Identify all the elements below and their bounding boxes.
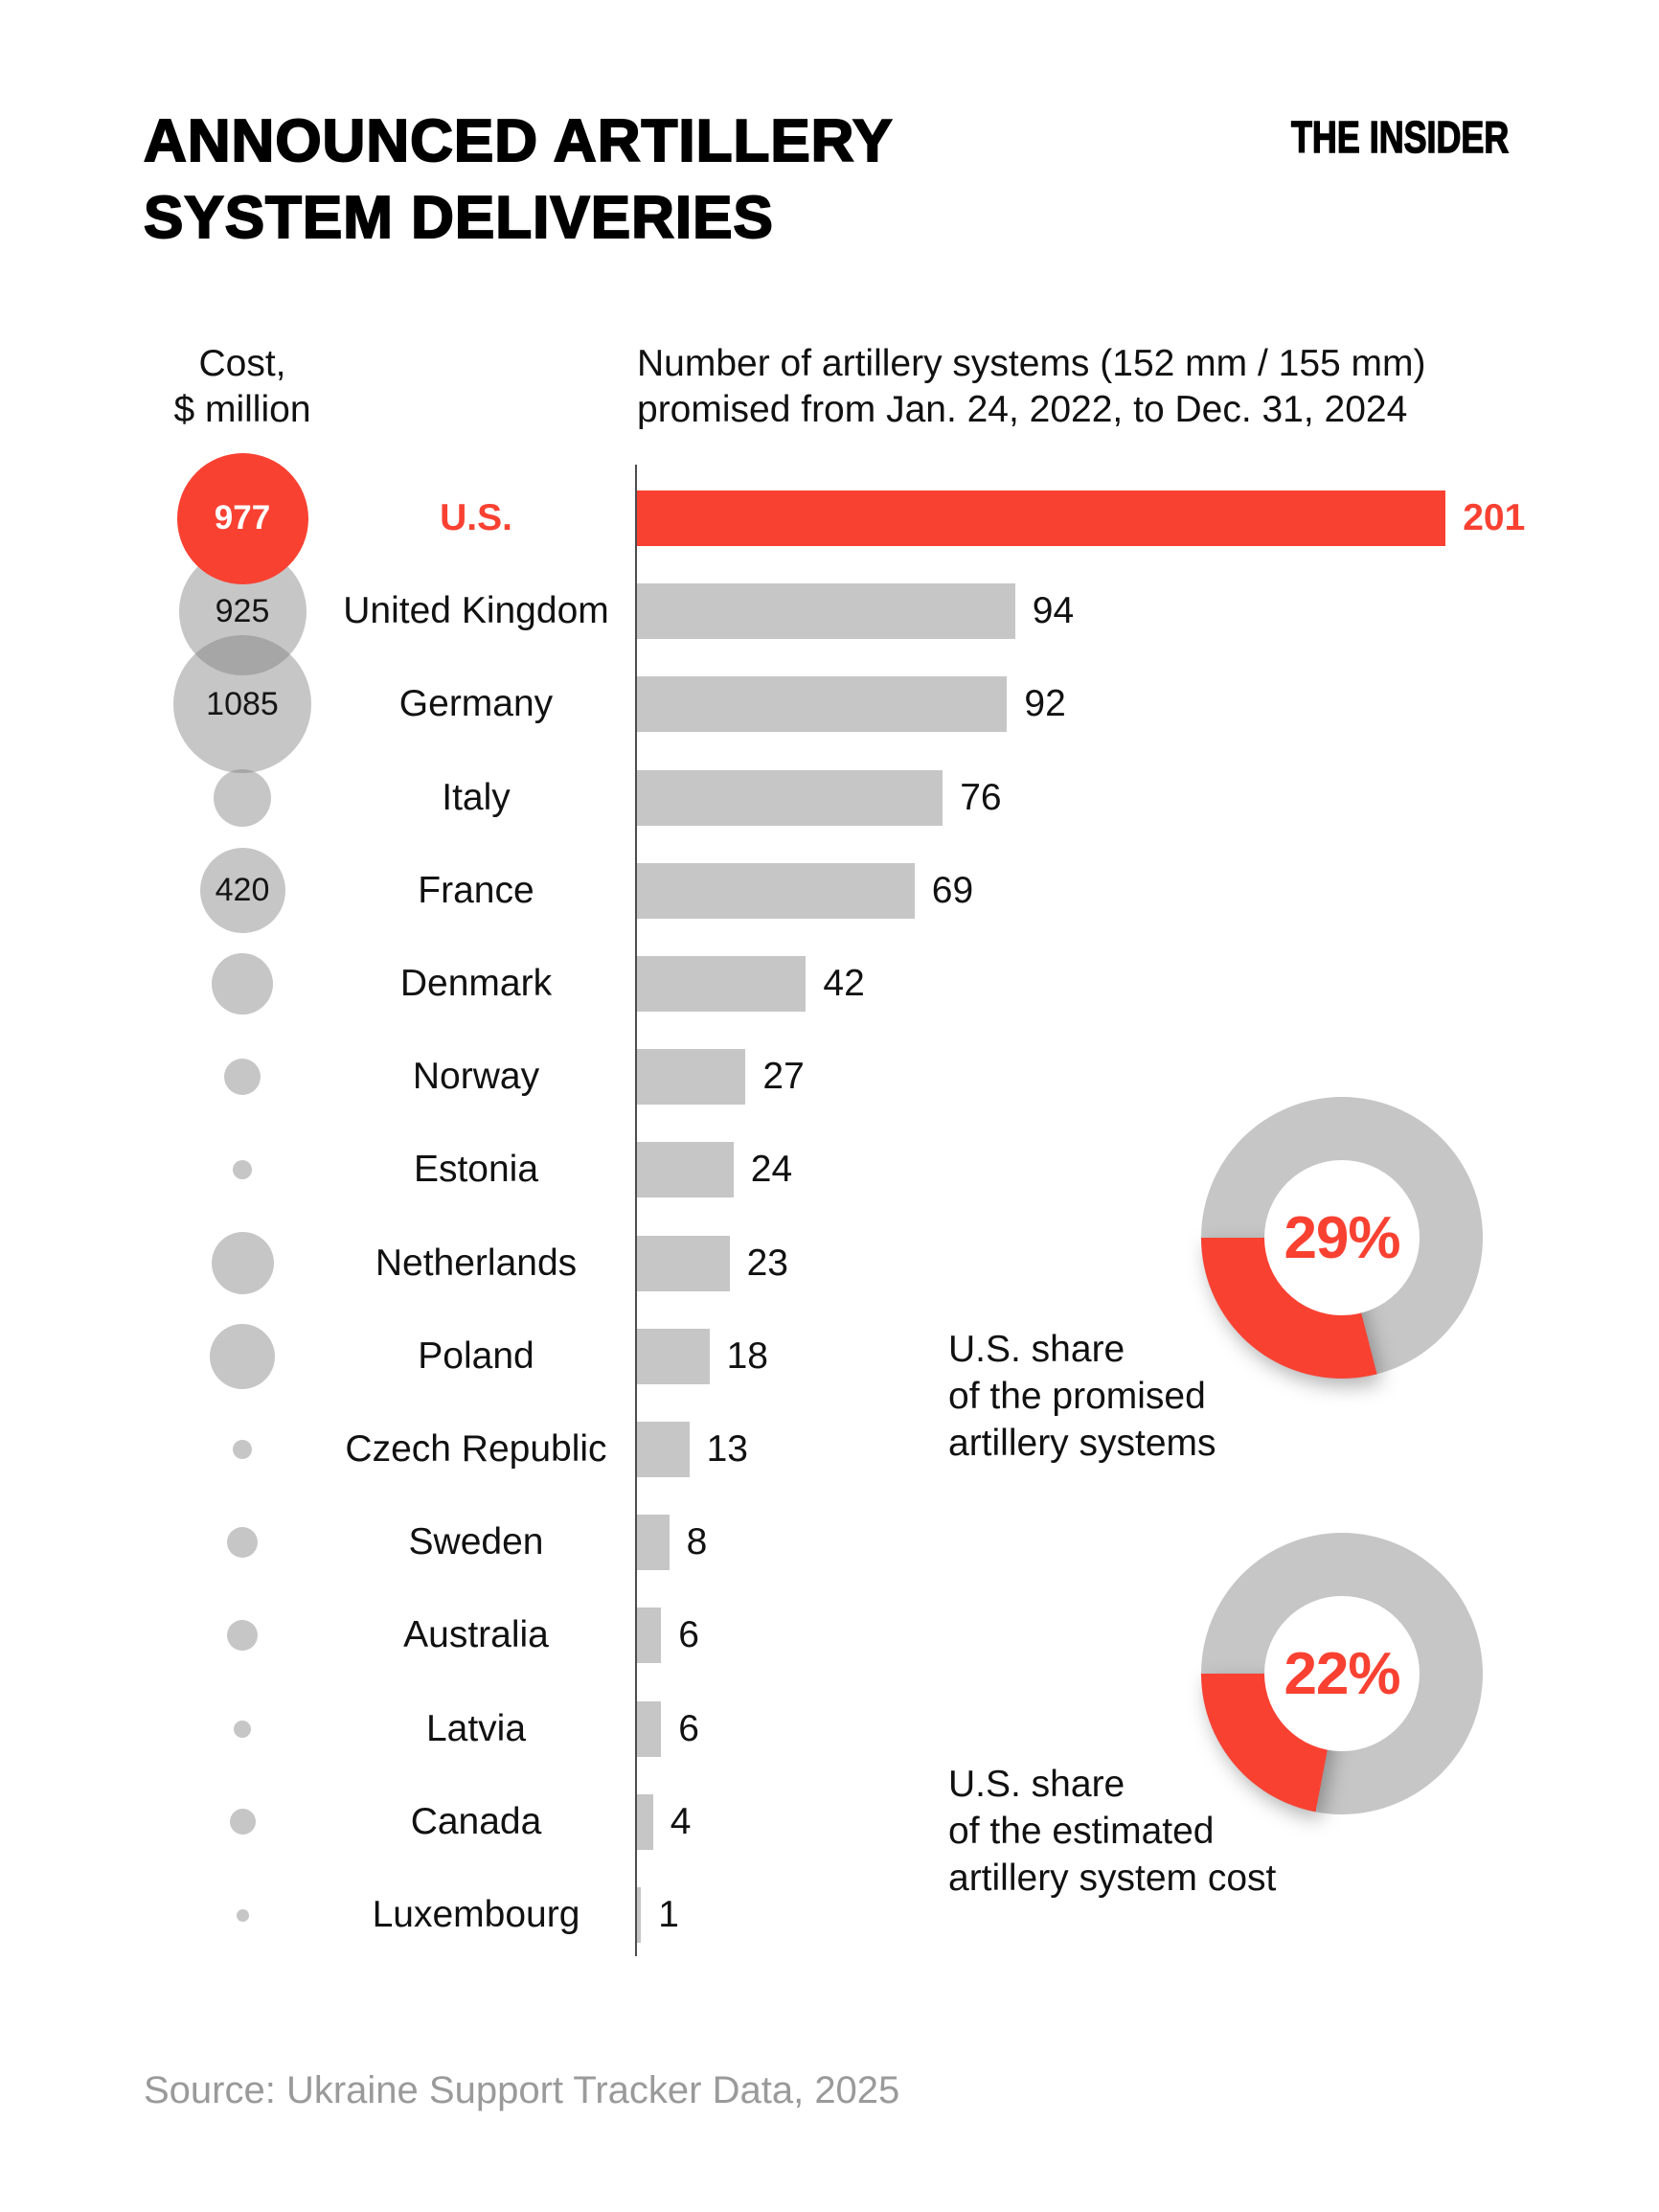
systems-bar (637, 1049, 746, 1106)
page-title: ANNOUNCED ARTILLERY SYSTEM DELIVERIES (143, 103, 894, 257)
systems-value: 6 (678, 1614, 699, 1656)
systems-bar (637, 1700, 662, 1757)
donut-caption-line: U.S. share (948, 1329, 1125, 1370)
cost-bubble (229, 1809, 256, 1836)
donut-caption-promised: U.S. share of the promised artillery sys… (948, 1326, 1351, 1467)
donut-hole: 29% (1264, 1160, 1420, 1315)
country-label: Netherlands (375, 1242, 578, 1284)
country-label: Norway (412, 1056, 540, 1098)
systems-value: 94 (1032, 590, 1075, 632)
bars-column-header-line1: Number of artillery systems (152 mm / 15… (637, 343, 1426, 384)
systems-value: 6 (678, 1707, 699, 1749)
donut-percent-label: 22% (1284, 1640, 1400, 1707)
country-label: Latvia (425, 1707, 527, 1749)
systems-bar (637, 862, 915, 919)
country-label: Italy (442, 776, 511, 818)
source-note: Source: Ukraine Support Tracker Data, 20… (144, 2069, 900, 2111)
country-label: France (418, 869, 534, 911)
country-label: U.S. (440, 497, 512, 538)
systems-value: 4 (670, 1800, 692, 1842)
cost-column-header-line1: Cost, (198, 343, 286, 384)
systems-bar (637, 1422, 690, 1477)
systems-bar (637, 956, 807, 1012)
page-title-line2: SYSTEM DELIVERIES (143, 184, 774, 252)
country-label: Sweden (408, 1521, 544, 1563)
cost-bubble-label: 1085 (206, 685, 279, 722)
systems-value: 8 (686, 1521, 708, 1563)
systems-bar (637, 676, 1008, 733)
donut-chart-cost-share: 22% (1201, 1533, 1483, 1814)
systems-bar (637, 1328, 710, 1384)
cost-bubble (233, 1440, 252, 1459)
cost-bubble-label: 925 (215, 592, 270, 629)
systems-value: 13 (706, 1428, 748, 1470)
systems-bar (637, 490, 1446, 546)
systems-value: 201 (1463, 497, 1526, 538)
cost-bubble (211, 1232, 274, 1295)
bars-column-header-line2: promised from Jan. 24, 2022, to Dec. 31,… (637, 389, 1408, 430)
systems-bar (637, 1887, 642, 1943)
systems-value: 24 (750, 1149, 793, 1191)
donut-percent-label: 29% (1284, 1204, 1400, 1271)
donut-caption-line: U.S. share (948, 1764, 1125, 1805)
bar-chart-axis-line (635, 465, 637, 1956)
country-label: Poland (418, 1334, 534, 1377)
country-label: United Kingdom (343, 590, 609, 632)
cost-column-header: Cost, $ million (137, 341, 348, 433)
cost-bubble: 977 (176, 452, 308, 584)
systems-bar (637, 1515, 670, 1571)
cost-bubble: 420 (199, 848, 285, 934)
country-label: Canada (410, 1800, 542, 1842)
cost-bubble (224, 1059, 261, 1096)
donut-caption-line: of the promised (948, 1376, 1206, 1417)
donut-chart-promised-share: 29% (1201, 1097, 1483, 1379)
country-label: Germany (398, 683, 554, 725)
country-label: Luxembourg (372, 1894, 580, 1935)
cost-bubble (227, 1620, 258, 1652)
systems-value: 18 (726, 1334, 768, 1377)
cost-bubble (234, 1720, 251, 1738)
systems-value: 92 (1024, 683, 1066, 725)
systems-value: 23 (746, 1242, 788, 1284)
systems-value: 27 (762, 1056, 805, 1098)
donut-hole: 22% (1264, 1596, 1420, 1751)
donut-caption-line: of the estimated (948, 1811, 1215, 1852)
cost-bubble (214, 768, 271, 827)
cost-bubble (212, 953, 273, 1015)
systems-bar (637, 1608, 662, 1664)
cost-column-header-line2: $ million (173, 389, 311, 430)
systems-bar (637, 769, 943, 826)
donut-caption-cost: U.S. share of the estimated artillery sy… (948, 1761, 1351, 1902)
systems-value: 42 (823, 963, 865, 1004)
cost-bubble: 1085 (173, 635, 311, 774)
cost-bubble (227, 1527, 258, 1559)
brand-logo: THE INSIDER (1290, 111, 1510, 163)
country-label: Australia (403, 1614, 549, 1656)
bars-column-header: Number of artillery systems (152 mm / 15… (637, 341, 1547, 433)
donut-caption-line: artillery system cost (948, 1858, 1277, 1899)
country-label: Estonia (413, 1149, 539, 1191)
cost-bubble (210, 1323, 275, 1389)
systems-bar (637, 1793, 653, 1850)
cost-bubble (233, 1160, 252, 1180)
cost-bubble-label: 420 (215, 872, 270, 909)
systems-bar (637, 1142, 734, 1198)
systems-bar (637, 1235, 730, 1291)
cost-bubble (236, 1908, 249, 1922)
page-title-line1: ANNOUNCED ARTILLERY (143, 107, 894, 175)
systems-bar (637, 583, 1015, 640)
country-label: Denmark (399, 963, 553, 1004)
systems-value: 69 (931, 869, 974, 911)
cost-bubble-label: 977 (214, 499, 271, 536)
donut-caption-line: artillery systems (948, 1423, 1216, 1464)
systems-value: 76 (960, 776, 1002, 818)
country-label: Czech Republic (345, 1428, 607, 1470)
systems-value: 1 (658, 1894, 679, 1935)
